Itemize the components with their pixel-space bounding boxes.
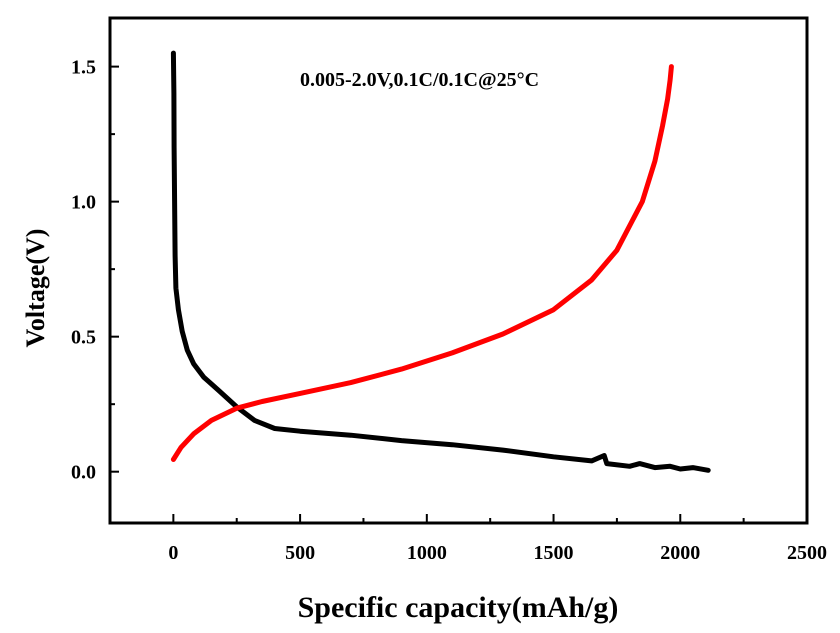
x-tick-label: 1000 xyxy=(407,542,447,564)
y-tick-label: 0.0 xyxy=(71,462,96,484)
x-tick-label: 1500 xyxy=(534,542,574,564)
y-tick-label: 1.0 xyxy=(71,192,96,214)
x-tick-label: 0 xyxy=(168,542,178,564)
plot-frame xyxy=(108,16,809,525)
y-axis-title: Voltage(V) xyxy=(21,229,50,348)
tick-labels-group: 0 500 1000 1500 2000 2500 0.0 0.5 1.0 1.5 xyxy=(71,57,827,564)
series-line-black xyxy=(170,50,711,473)
x-tick-label: 2000 xyxy=(660,542,700,564)
chart-annotation: 0.005-2.0V,0.1C/0.1C@25°C xyxy=(300,69,539,91)
x-tick-label: 2500 xyxy=(787,542,827,564)
y-tick-label: 1.5 xyxy=(71,57,96,79)
series-group xyxy=(170,50,711,473)
y-tick-label: 0.5 xyxy=(71,327,96,349)
x-axis-title: Specific capacity(mAh/g) xyxy=(298,591,619,624)
x-tick-label: 500 xyxy=(285,542,315,564)
series-line-red xyxy=(170,64,674,462)
